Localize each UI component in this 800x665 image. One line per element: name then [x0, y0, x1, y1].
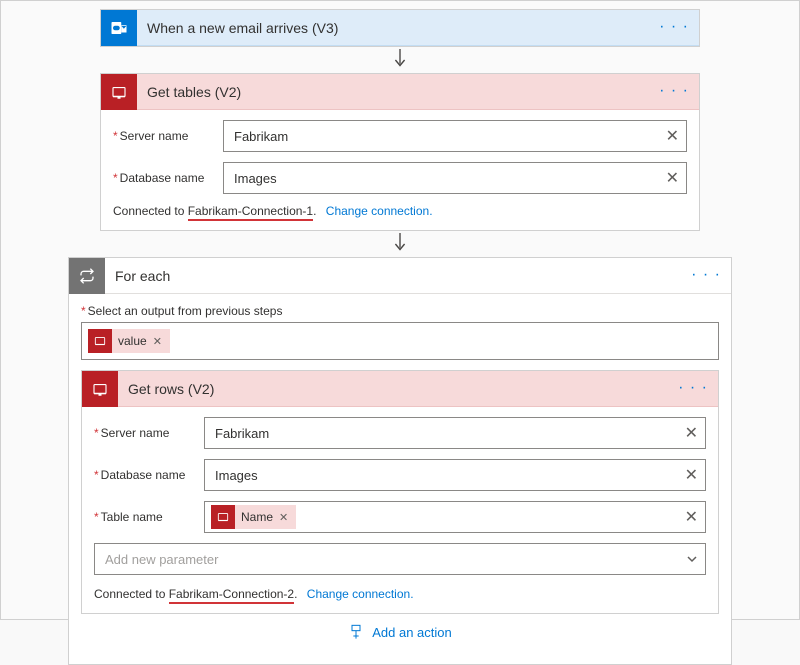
table-name-label: Table name [94, 510, 204, 524]
value-token[interactable]: value ✕ [88, 329, 170, 353]
rows-connection-info: Connected to Fabrikam-Connection-2. Chan… [94, 587, 706, 601]
outlook-icon [101, 10, 137, 46]
database-name-input[interactable]: Images [223, 162, 687, 194]
change-connection-link[interactable]: Change connection. [326, 204, 433, 218]
rows-database-input[interactable]: Images [204, 459, 706, 491]
arrow-1 [9, 47, 791, 73]
get-tables-menu-button[interactable]: · · · [655, 80, 693, 102]
get-rows-header[interactable]: Get rows (V2) · · · [82, 371, 718, 407]
chevron-down-icon [686, 553, 698, 568]
server-name-label: Server name [113, 129, 223, 143]
sql-token-icon [211, 505, 235, 529]
select-output-input[interactable]: value ✕ [81, 322, 719, 360]
workflow-canvas: When a new email arrives (V3) · · · Get … [0, 0, 800, 620]
connection-info: Connected to Fabrikam-Connection-1. Chan… [113, 204, 687, 218]
server-name-input[interactable]: Fabrikam [223, 120, 687, 152]
get-tables-card: Get tables (V2) · · · Server name Fabrik… [100, 73, 700, 231]
get-rows-body: Server name Fabrikam ✕ Database name Ima… [82, 407, 718, 613]
get-rows-title: Get rows (V2) [118, 381, 682, 397]
token-label: value [112, 334, 153, 348]
sql-icon [101, 74, 137, 110]
rows-database-label: Database name [94, 468, 204, 482]
rows-server-input[interactable]: Fabrikam [204, 417, 706, 449]
get-rows-menu-button[interactable]: · · · [674, 377, 712, 399]
clear-database-icon[interactable]: ✕ [666, 168, 679, 188]
rows-connection-name: Fabrikam-Connection-2 [169, 587, 294, 604]
add-parameter-dropdown[interactable]: Add new parameter [94, 543, 706, 575]
rows-server-label: Server name [94, 426, 204, 440]
sql-token-icon [88, 329, 112, 353]
trigger-title: When a new email arrives (V3) [137, 20, 663, 36]
clear-table-icon[interactable]: ✕ [685, 507, 698, 527]
get-tables-body: Server name Fabrikam ✕ Database name Ima… [101, 110, 699, 230]
name-token-remove-icon[interactable]: ✕ [279, 511, 288, 524]
rows-change-connection-link[interactable]: Change connection. [307, 587, 414, 601]
trigger-card: When a new email arrives (V3) · · · [100, 9, 700, 47]
add-action-icon [348, 624, 364, 640]
connection-name: Fabrikam-Connection-1 [188, 204, 313, 221]
name-token-label: Name [235, 510, 279, 524]
arrow-2 [9, 231, 791, 257]
clear-server-icon[interactable]: ✕ [666, 126, 679, 146]
get-tables-header[interactable]: Get tables (V2) · · · [101, 74, 699, 110]
name-token[interactable]: Name ✕ [211, 505, 296, 529]
get-rows-card: Get rows (V2) · · · Server name Fabrikam… [81, 370, 719, 614]
clear-rows-database-icon[interactable]: ✕ [685, 465, 698, 485]
add-action-label: Add an action [372, 625, 452, 640]
for-each-menu-button[interactable]: · · · [687, 264, 725, 286]
for-each-body: Select an output from previous steps val… [69, 294, 731, 664]
for-each-title: For each [105, 268, 695, 284]
table-name-input[interactable]: Name ✕ [204, 501, 706, 533]
trigger-header[interactable]: When a new email arrives (V3) · · · [101, 10, 699, 46]
trigger-menu-button[interactable]: · · · [655, 16, 693, 38]
database-name-label: Database name [113, 171, 223, 185]
select-output-label: Select an output from previous steps [81, 304, 719, 318]
sql-icon [82, 371, 118, 407]
loop-icon [69, 258, 105, 294]
for-each-header[interactable]: For each · · · [69, 258, 731, 294]
token-remove-icon[interactable]: ✕ [153, 335, 162, 348]
for-each-card: For each · · · Select an output from pre… [68, 257, 732, 665]
clear-rows-server-icon[interactable]: ✕ [685, 423, 698, 443]
get-tables-title: Get tables (V2) [137, 84, 663, 100]
